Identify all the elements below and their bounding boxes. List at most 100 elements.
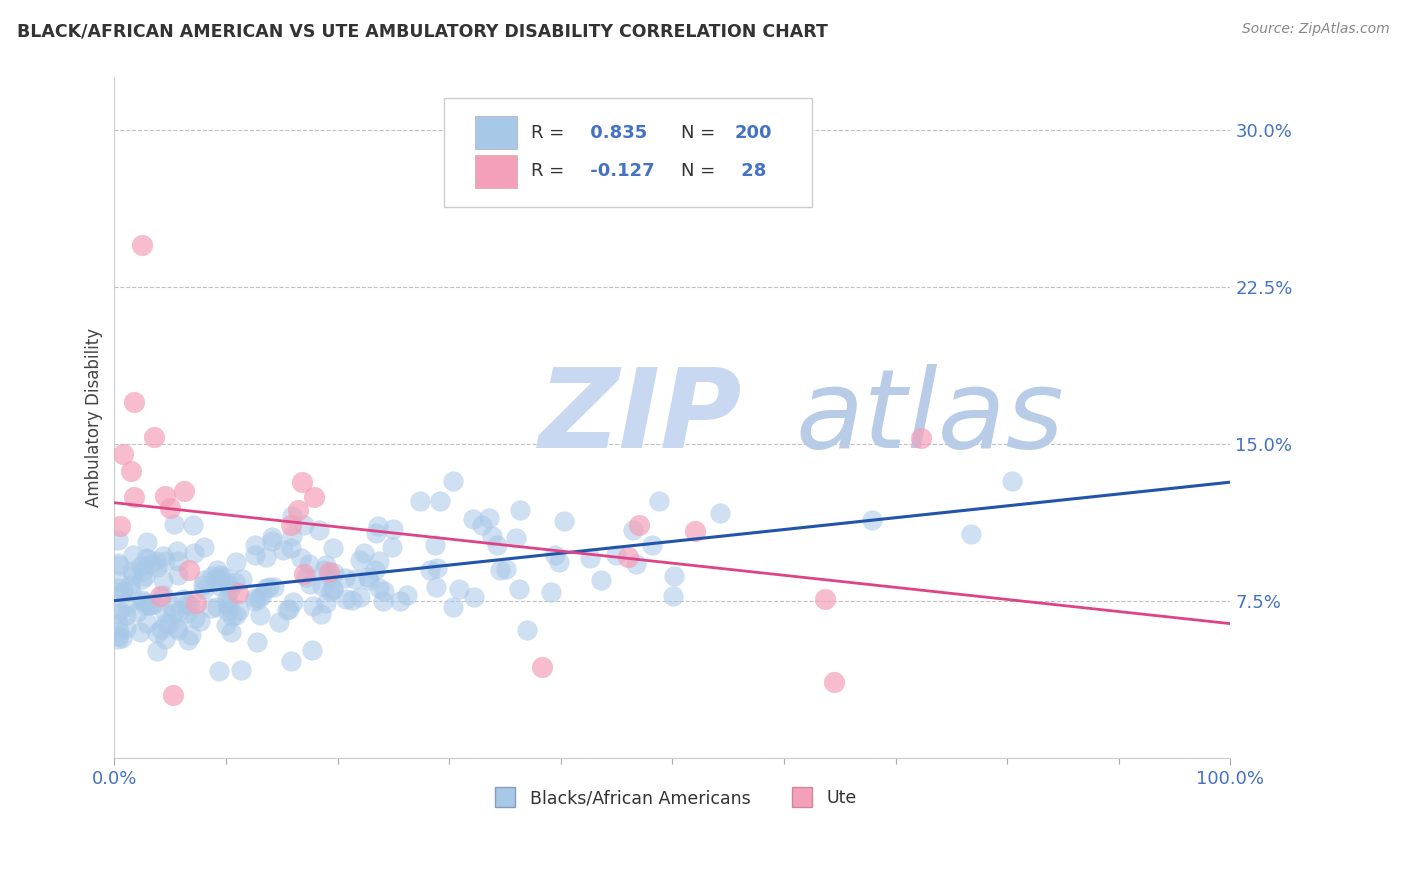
Point <box>112 584 135 599</box>
Point <box>138 551 160 566</box>
Point <box>578 551 600 566</box>
Point <box>441 474 464 488</box>
Point <box>311 579 333 593</box>
Point <box>131 238 153 252</box>
Point <box>114 607 136 622</box>
Point <box>621 523 644 537</box>
Point <box>367 519 389 533</box>
Point <box>122 548 145 562</box>
Point <box>188 614 211 628</box>
Point <box>136 535 159 549</box>
Point <box>259 580 281 594</box>
Point <box>641 538 664 552</box>
Point <box>212 570 235 584</box>
Point <box>142 598 165 612</box>
Point <box>167 567 190 582</box>
Point <box>153 489 176 503</box>
Point <box>544 549 567 563</box>
Point <box>134 598 156 612</box>
Point <box>160 599 183 614</box>
Point <box>107 632 129 647</box>
Point <box>209 579 232 593</box>
Point <box>260 531 283 545</box>
Point <box>396 588 419 602</box>
Text: 200: 200 <box>735 124 772 142</box>
Point <box>426 561 449 575</box>
Point <box>132 564 155 578</box>
Point <box>287 503 309 517</box>
Point <box>155 553 177 567</box>
Point <box>366 526 388 541</box>
Point <box>217 604 239 618</box>
Point <box>107 629 129 643</box>
Point <box>290 551 312 566</box>
Point <box>204 571 226 585</box>
Point <box>176 597 198 611</box>
Point <box>364 563 387 577</box>
Text: N =: N = <box>682 124 716 142</box>
Point <box>277 602 299 616</box>
Point <box>108 624 131 638</box>
Point <box>155 632 177 647</box>
Point <box>605 548 627 562</box>
Point <box>540 585 562 599</box>
Point <box>478 511 501 525</box>
Point <box>295 570 318 584</box>
Point <box>243 538 266 552</box>
Point <box>221 608 243 623</box>
Point <box>135 550 157 565</box>
Point <box>292 517 315 532</box>
Point <box>315 558 337 573</box>
Point <box>152 549 174 563</box>
Point <box>373 594 395 608</box>
Point <box>124 395 146 409</box>
Point <box>134 569 156 583</box>
Point <box>323 566 346 580</box>
Point <box>176 606 198 620</box>
Point <box>425 580 447 594</box>
Point <box>173 484 195 499</box>
Point <box>146 644 169 658</box>
Point <box>183 546 205 560</box>
Point <box>215 597 238 611</box>
Point <box>225 555 247 569</box>
Point <box>243 591 266 606</box>
FancyBboxPatch shape <box>475 116 517 149</box>
Point <box>960 526 983 541</box>
Point <box>626 557 648 571</box>
Point <box>215 617 238 632</box>
Point <box>280 508 302 523</box>
Point <box>107 606 129 620</box>
Point <box>155 616 177 631</box>
Point <box>219 625 242 640</box>
Point <box>1001 474 1024 488</box>
Point <box>129 624 152 639</box>
Point <box>205 562 228 576</box>
Point <box>166 621 188 635</box>
Point <box>181 518 204 533</box>
Point <box>120 584 142 599</box>
Point <box>243 593 266 607</box>
Point <box>280 654 302 668</box>
Point <box>356 570 378 584</box>
Point <box>193 582 215 597</box>
Point <box>249 591 271 606</box>
Point <box>271 542 294 557</box>
Point <box>531 659 554 673</box>
Point <box>359 573 381 587</box>
Text: N =: N = <box>682 162 716 180</box>
Point <box>243 548 266 562</box>
Point <box>177 632 200 647</box>
Point <box>152 574 174 588</box>
Point <box>107 581 129 595</box>
Point <box>159 500 181 515</box>
Point <box>308 524 330 538</box>
Point <box>208 568 231 582</box>
Point <box>145 554 167 568</box>
Point <box>335 592 357 607</box>
Point <box>224 575 246 590</box>
Point <box>373 583 395 598</box>
Point <box>280 541 302 556</box>
Point <box>125 606 148 620</box>
Point <box>115 621 138 635</box>
